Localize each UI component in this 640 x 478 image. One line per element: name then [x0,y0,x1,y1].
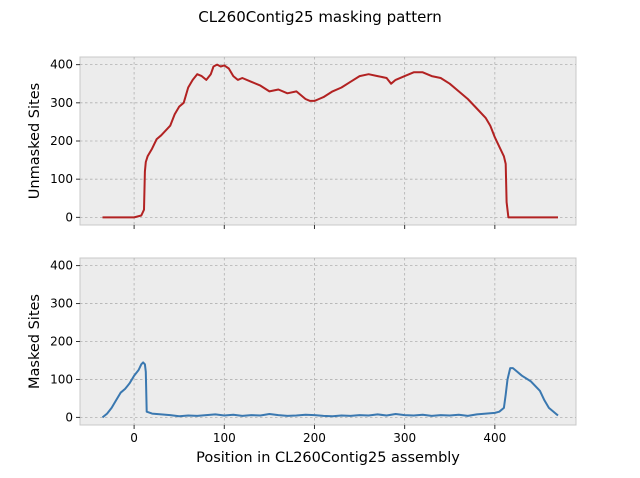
series-line [102,63,558,219]
x-tick-label: 400 [483,431,506,445]
chart-title: CL260Contig25 masking pattern [198,8,441,26]
x-tick-label: 100 [213,431,236,445]
y-tick-label: 200 [50,134,73,148]
top-panel: 0 100 200 300 400 Unmasked Sites [27,56,577,229]
y-tick-label: 200 [50,335,73,349]
y-tick-label: 400 [50,259,73,273]
y-tick-label: 300 [50,297,73,311]
plot-area [79,257,577,426]
y-tick-label: 400 [50,58,73,72]
y-axis-label: Unmasked Sites [27,83,43,199]
y-tick-label: 100 [50,172,73,186]
y-tick-label: 0 [65,210,73,224]
y-tick-label: 100 [50,372,73,386]
x-tick-label: 300 [393,431,416,445]
y-tick-label: 0 [65,410,73,424]
y-axis-label: Masked Sites [27,294,43,389]
x-axis-label: Position in CL260Contig25 assembly [196,450,460,466]
bottom-panel: 0 100 200 300 400 0 100 200 300 400 Masked Sites [27,257,577,445]
x-tick-label: 0 [130,431,138,445]
y-tick-label: 300 [50,96,73,110]
series-line [101,361,559,419]
x-tick-label: 200 [303,431,326,445]
plot-area [79,56,577,226]
